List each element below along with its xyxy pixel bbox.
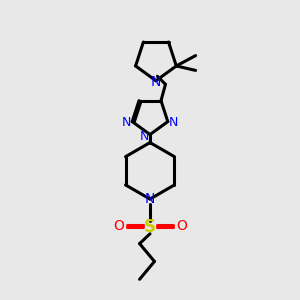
Text: N: N xyxy=(151,75,161,89)
Text: O: O xyxy=(176,219,187,233)
Text: O: O xyxy=(113,219,124,233)
Text: S: S xyxy=(144,218,156,236)
Text: N: N xyxy=(122,116,131,129)
Text: N: N xyxy=(169,116,178,129)
Text: N: N xyxy=(145,192,155,206)
Text: N: N xyxy=(140,130,149,143)
